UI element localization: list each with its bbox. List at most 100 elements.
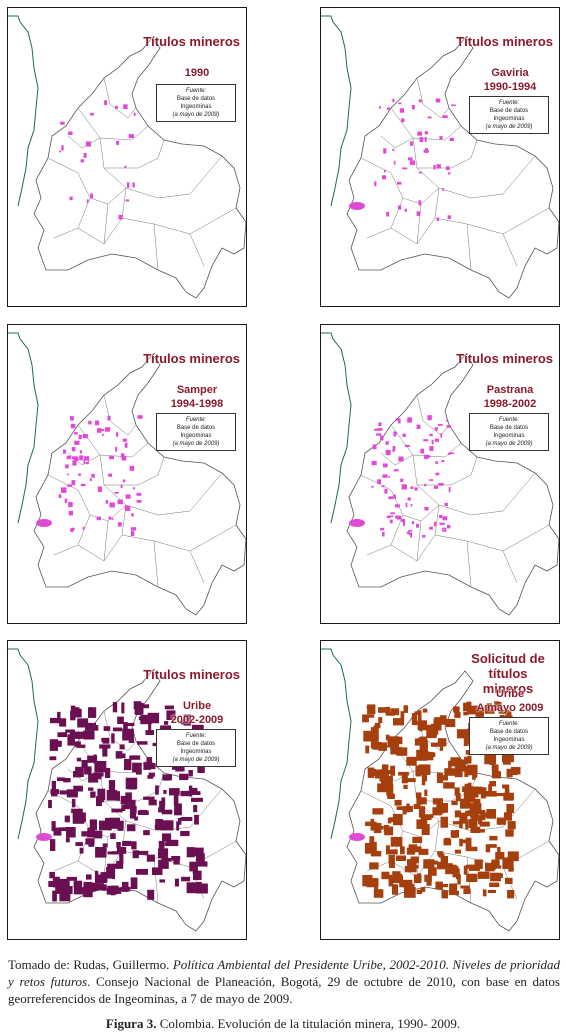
mining-title-area <box>87 827 95 838</box>
mining-title-area <box>152 867 163 875</box>
mining-title-area <box>449 137 454 142</box>
mining-title-area <box>424 789 428 796</box>
mining-title-area <box>108 821 112 831</box>
mining-title-area <box>383 824 389 833</box>
panel-period-line: Uribe <box>182 700 212 712</box>
mining-title-area <box>442 527 447 530</box>
department-border <box>104 139 165 169</box>
mining-title-area <box>378 742 387 751</box>
mining-title-area <box>438 853 443 858</box>
mining-title-area <box>378 422 382 427</box>
mining-title-area <box>102 745 108 757</box>
mining-title-area <box>96 796 102 807</box>
mining-title-area <box>169 788 180 796</box>
mining-title-area <box>424 136 427 142</box>
panel-period: Gaviria 1990-1994 <box>475 66 545 94</box>
department-border <box>434 840 550 868</box>
source-caption: Tomado de: Rudas, Guillermo. Política Am… <box>8 956 560 1007</box>
mining-title-area <box>137 741 148 745</box>
mining-title-area <box>459 839 470 844</box>
mining-title-area <box>472 771 476 780</box>
mining-title-area <box>123 104 128 109</box>
mining-title-area <box>58 494 62 499</box>
mining-title-area <box>180 831 190 837</box>
mining-title-area <box>453 706 460 713</box>
mining-title-area <box>400 846 405 855</box>
mining-title-area <box>421 778 426 786</box>
mining-title-area <box>421 824 430 835</box>
mining-title-area <box>459 838 463 847</box>
mining-title-area <box>128 134 135 139</box>
mining-title-area <box>117 716 124 724</box>
mining-title-area <box>407 497 411 501</box>
mining-title-area <box>415 792 422 799</box>
mining-title-area <box>400 478 404 482</box>
mining-title-area <box>388 874 395 883</box>
mining-cluster <box>36 519 52 527</box>
mining-title-area <box>496 817 506 825</box>
source-box: Fuente: Base de datos Ingeominas (a mayo de… <box>469 717 549 755</box>
mining-cluster <box>349 202 365 210</box>
mining-titles <box>36 701 208 902</box>
mining-title-area <box>379 825 384 830</box>
mining-title-area <box>437 861 447 870</box>
mining-title-area <box>197 763 205 773</box>
mining-title-area <box>398 771 409 776</box>
mining-title-area <box>65 729 75 733</box>
mining-title-area <box>70 528 74 532</box>
mining-title-area <box>380 527 385 531</box>
mining-title-area <box>97 774 102 780</box>
mining-title-area <box>79 455 84 461</box>
mining-title-area <box>459 819 463 829</box>
mining-title-area <box>50 717 61 724</box>
mining-title-area <box>489 882 500 888</box>
mining-title-area <box>371 461 377 466</box>
mining-title-area <box>396 747 408 756</box>
mining-title-area <box>189 861 198 872</box>
mining-title-area <box>80 733 90 739</box>
coastline <box>8 648 39 840</box>
mining-title-area <box>86 141 91 147</box>
mining-title-area <box>148 799 157 806</box>
mining-title-area <box>123 722 135 727</box>
mining-title-area <box>116 432 119 437</box>
panel-title: Títulos mineros <box>143 667 240 682</box>
mining-title-area <box>471 814 479 821</box>
mining-title-area <box>77 718 89 728</box>
mining-title-area <box>191 797 203 802</box>
mining-title-area <box>474 859 483 869</box>
mining-title-area <box>437 884 448 888</box>
mining-title-area <box>490 862 497 870</box>
mining-title-area <box>103 726 111 731</box>
mining-title-area <box>52 876 60 887</box>
mining-title-area <box>97 788 106 800</box>
mining-title-area <box>475 707 484 717</box>
mining-title-area <box>474 786 479 798</box>
mining-title-area <box>446 419 449 422</box>
mining-title-area <box>129 755 141 760</box>
mining-title-area <box>49 871 55 879</box>
mining-title-area <box>63 778 71 783</box>
mining-title-area <box>370 727 375 732</box>
mining-title-area <box>376 433 382 436</box>
mining-title-area <box>510 767 521 775</box>
mining-title-area <box>116 846 127 854</box>
mining-title-area <box>195 853 205 862</box>
mining-title-area <box>132 487 136 490</box>
mining-title-area <box>387 793 395 799</box>
mining-title-area <box>133 112 136 116</box>
mining-title-area <box>122 881 129 892</box>
mining-title-area <box>393 494 396 499</box>
mining-title-area <box>65 837 70 843</box>
department-border <box>103 520 109 562</box>
mining-title-area <box>419 137 424 143</box>
mining-title-area <box>145 730 154 735</box>
mining-title-area <box>443 782 455 789</box>
mining-title-area <box>448 452 454 455</box>
mining-title-area <box>143 830 150 836</box>
mining-title-area <box>404 444 410 447</box>
mining-title-area <box>132 850 139 859</box>
mining-title-area <box>71 480 76 486</box>
mining-title-area <box>421 814 434 818</box>
mining-title-area <box>180 817 193 821</box>
